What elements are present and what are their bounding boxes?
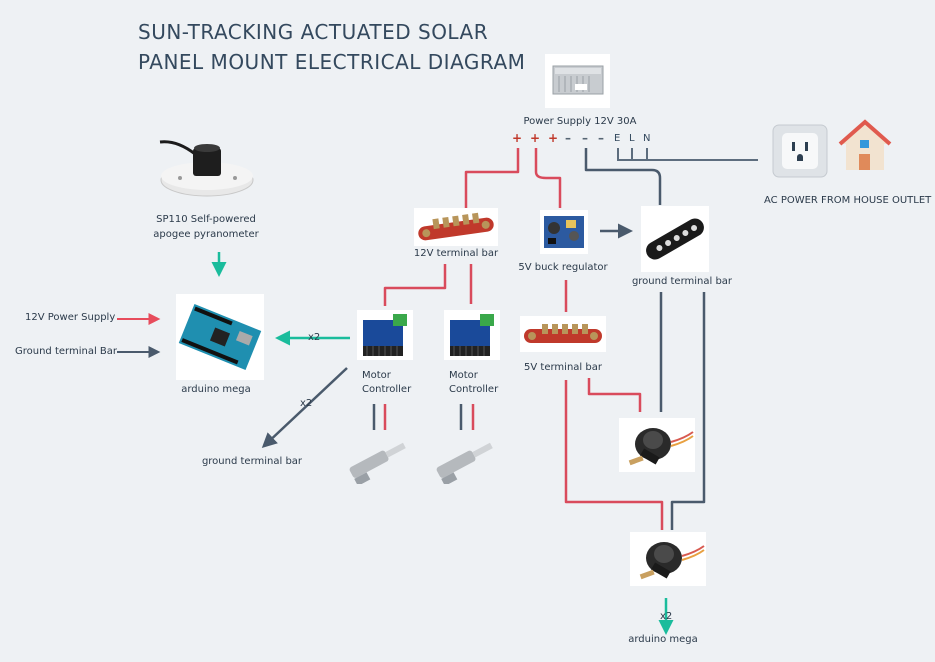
wire-12v-to-mc1 — [383, 264, 447, 306]
title-line-1: SUN-TRACKING ACTUATED SOLAR — [138, 20, 489, 44]
arduino-icon — [176, 294, 264, 380]
ground-out-label: ground terminal bar — [201, 456, 303, 467]
motor-controller-icon — [357, 310, 413, 360]
input-ground-label: Ground terminal Bar — [15, 346, 118, 357]
ac-line — [617, 148, 758, 161]
linear-actuator-icon — [344, 436, 410, 486]
x2-label-servo: x2 — [660, 611, 673, 622]
wire-5v-to-servo1 — [587, 378, 642, 412]
terminal-minus-1: – — [565, 131, 571, 145]
buck-regulator-icon — [540, 210, 588, 254]
wire-gnd-to-servo2 — [670, 292, 706, 530]
servo-sensor-icon — [630, 532, 706, 586]
outlet-icon — [772, 124, 828, 178]
title-line-2: PANEL MOUNT ELECTRICAL DIAGRAM — [138, 50, 526, 74]
mc2-label-1: Motor — [449, 370, 478, 381]
wire-5v-to-servo2 — [564, 380, 664, 530]
pyranometer-label-2: apogee pyranometer — [153, 229, 259, 240]
terminal-minus-2: – — [582, 131, 588, 145]
wire-ps-to-12v-bar — [464, 148, 520, 208]
diagram-title: SUN-TRACKING ACTUATED SOLAR PANEL MOUNT … — [138, 17, 525, 77]
house-icon — [836, 116, 894, 174]
terminal-plus-1: + — [512, 131, 523, 145]
mc1-label-2: Controller — [362, 384, 412, 395]
terminal-plus-2: + — [530, 131, 541, 145]
terminal-l: L — [629, 133, 635, 144]
terminal-bar-red-icon — [414, 208, 498, 246]
wire-ps-to-ground-bar — [584, 148, 662, 205]
bar-12v-label: 12V terminal bar — [413, 248, 499, 259]
power-supply-icon — [545, 54, 610, 108]
bar-5v-label: 5V terminal bar — [524, 362, 602, 373]
x2-label-ground: x2 — [300, 398, 313, 409]
arduino-label: arduino mega — [181, 384, 251, 395]
arduino-out-label: arduino mega — [628, 634, 698, 645]
wire-ps-to-buck — [534, 148, 562, 208]
mc1-label-1: Motor — [362, 370, 391, 381]
servo-sensor-icon — [619, 418, 695, 472]
linear-actuator-icon — [431, 436, 497, 486]
terminal-n: N — [643, 133, 651, 144]
pyranometer-icon — [155, 138, 260, 202]
ac-power-label: AC POWER FROM HOUSE OUTLET — [764, 195, 932, 206]
mc2-label-2: Controller — [449, 384, 499, 395]
arrow-mc-to-ground — [261, 367, 348, 449]
terminal-e: E — [614, 133, 621, 144]
buck-label: 5V buck regulator — [518, 262, 608, 273]
terminal-bar-red-icon — [520, 316, 606, 352]
input-12v-label: 12V Power Supply — [25, 312, 116, 323]
terminal-bar-black-icon — [641, 206, 709, 272]
terminal-minus-3: – — [598, 131, 604, 145]
terminal-plus-3: + — [548, 131, 559, 145]
motor-controller-icon — [444, 310, 500, 360]
power-supply-label: Power Supply 12V 30A — [523, 116, 637, 127]
ground-bar-label: ground terminal bar — [631, 276, 733, 287]
pyranometer-label-1: SP110 Self-powered — [156, 214, 256, 225]
x2-label-arduino: x2 — [308, 332, 321, 343]
